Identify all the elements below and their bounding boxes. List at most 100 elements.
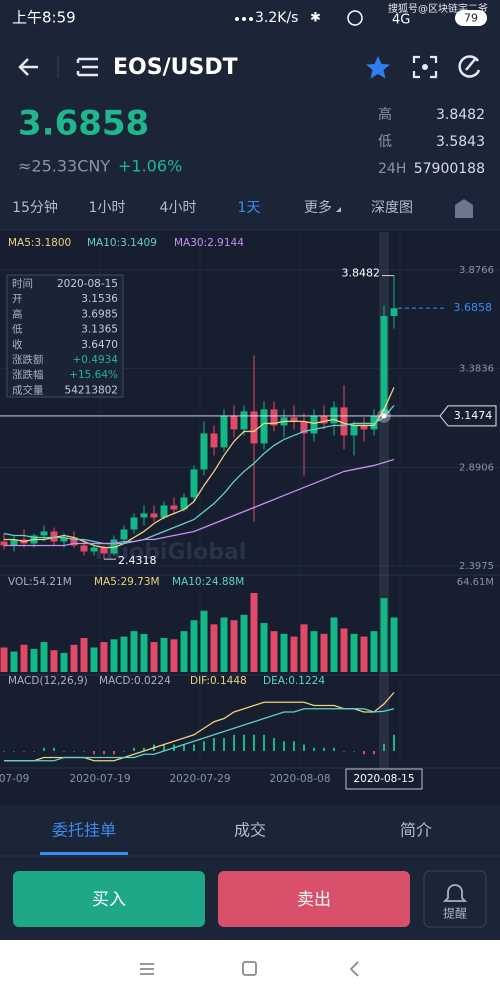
low-label: 2.4318 <box>118 554 157 567</box>
candle-body <box>170 505 178 510</box>
ma-line <box>3 404 395 545</box>
share-arrow <box>465 57 477 71</box>
screenshot-button[interactable] <box>412 55 438 79</box>
info-label: 低 <box>12 323 23 336</box>
volume-bar <box>260 622 268 672</box>
interval-tab[interactable]: 4小时 <box>160 200 197 216</box>
volume-bar <box>0 647 8 672</box>
info-box <box>6 274 124 398</box>
macd-bar <box>353 751 355 752</box>
macd-bar <box>183 744 185 751</box>
dot <box>249 17 253 21</box>
alarm-icon <box>347 10 363 26</box>
volume-bar <box>270 631 278 672</box>
stat-value: 3.5843 <box>436 134 485 150</box>
macd-bar <box>33 751 35 752</box>
y-tick-label: 3.8766 <box>459 265 494 276</box>
volume-bar <box>340 628 348 672</box>
share-button[interactable] <box>458 55 481 78</box>
candle-body <box>90 547 98 552</box>
crosshair-price-label: 3.1474 <box>454 409 493 422</box>
crosshair-point <box>381 413 387 419</box>
candle-body <box>360 425 368 430</box>
macd-bar <box>133 747 135 751</box>
interval-tab[interactable]: 1天 <box>238 200 261 216</box>
candle-body <box>220 415 228 448</box>
status-network: 4G <box>392 13 410 28</box>
change-percent: +1.06% <box>118 157 182 176</box>
back-button[interactable] <box>18 58 38 76</box>
bottom-tab[interactable]: 委托挂单 <box>52 821 116 840</box>
info-label: 涨跌额 <box>12 353 44 366</box>
candle-body <box>300 421 308 434</box>
info-label: 开 <box>12 293 23 305</box>
crosshair-column <box>379 232 389 768</box>
settings-icon[interactable] <box>455 199 473 218</box>
macd-bar <box>203 741 205 751</box>
status-time: 上午8:59 <box>12 9 76 27</box>
volume-bar <box>370 631 378 672</box>
macd-bar <box>213 738 215 751</box>
macd-bar <box>313 747 315 751</box>
macd-bar <box>73 751 75 752</box>
macd-bar <box>123 751 125 752</box>
macd-bar <box>3 751 5 752</box>
macd-bar <box>163 744 165 751</box>
macd-bar <box>223 738 225 751</box>
candle-body <box>200 433 208 470</box>
macd-legend: MACD:0.0224 <box>99 675 171 687</box>
alert-button[interactable] <box>423 870 487 928</box>
candle-body <box>40 531 48 536</box>
favorite-star[interactable] <box>366 56 390 79</box>
volume-bar <box>380 598 388 672</box>
candle-body <box>110 539 118 554</box>
nav-home[interactable] <box>242 961 257 976</box>
candle-body <box>210 433 218 448</box>
macd-bar <box>363 751 365 755</box>
dea-line <box>4 708 395 762</box>
crosshair-date: 2020-08-15 <box>353 773 414 785</box>
x-tick-label: 2020-07-29 <box>169 773 230 785</box>
info-value: +15.64% <box>69 369 118 381</box>
candle-body <box>160 505 168 518</box>
volume-bar <box>240 614 248 672</box>
volume-bar <box>70 644 78 672</box>
macd-bar <box>43 747 45 751</box>
nav-menu[interactable] <box>140 963 154 975</box>
volume-bar <box>220 617 228 672</box>
bell-icon <box>442 884 468 902</box>
volume-bar <box>300 624 308 672</box>
ma-line <box>4 387 395 549</box>
info-label: 涨跌幅 <box>12 368 44 381</box>
macd-bar <box>93 751 95 755</box>
candle-body <box>50 531 58 542</box>
bottom-tab[interactable]: 简介 <box>400 821 432 840</box>
buy-button[interactable] <box>13 871 205 927</box>
interval-tab[interactable]: 15分钟 <box>12 199 58 216</box>
interval-tab[interactable]: 深度图 <box>371 200 413 216</box>
candle-body <box>390 308 398 316</box>
volume-bar <box>210 624 218 672</box>
candle-body <box>0 541 8 546</box>
nav-back[interactable] <box>349 961 359 977</box>
interval-tab[interactable]: 1小时 <box>89 200 126 216</box>
volume-max-label: 64.61M <box>457 577 494 588</box>
interval-tab[interactable]: 更多 <box>304 199 332 216</box>
volume-bar <box>140 633 148 672</box>
macd-bar <box>323 747 325 751</box>
volume-bar <box>280 633 288 672</box>
volume-bar <box>80 637 88 672</box>
volume-bar <box>360 636 368 672</box>
macd-bar <box>23 751 25 752</box>
bottom-tab[interactable]: 成交 <box>234 821 266 840</box>
menu-button[interactable] <box>76 57 98 77</box>
macd-legend: MACD(12,26,9) <box>8 675 88 687</box>
buy-label: 买入 <box>92 890 126 910</box>
volume-bar <box>20 644 28 672</box>
sell-button[interactable] <box>218 871 410 927</box>
volume-bar <box>350 633 358 672</box>
macd-bar <box>373 751 375 755</box>
kline-chart: 3.8766 3.3836 2.8906 2.3975 HuobiGlobal MA5:3… <box>0 232 500 790</box>
macd-legend: DIF:0.1448 <box>190 675 247 687</box>
